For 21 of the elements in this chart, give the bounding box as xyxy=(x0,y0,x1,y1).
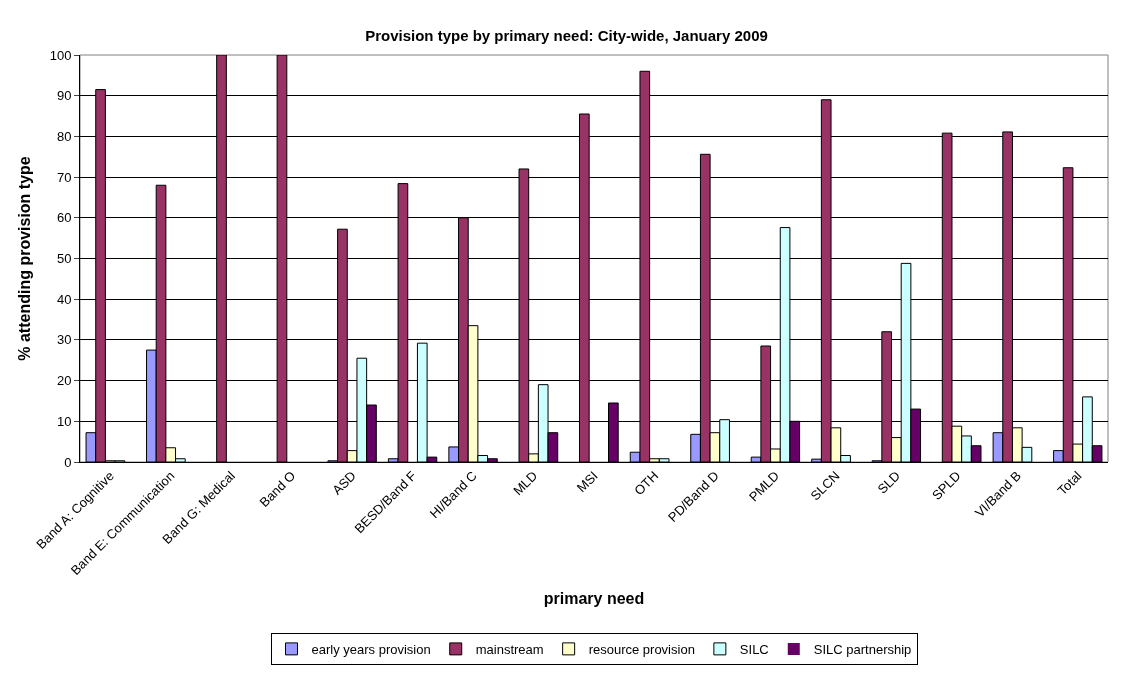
y-tick-label: 90 xyxy=(56,88,72,104)
y-tick-label: 50 xyxy=(56,251,72,267)
y-tick-label: 60 xyxy=(56,210,72,226)
legend-label: SILC xyxy=(739,641,769,657)
x-tick-label: SLD xyxy=(874,468,904,497)
legend-label: early years provision xyxy=(311,641,431,657)
x-tick-label: MSI xyxy=(573,468,601,496)
legend-label: mainstream xyxy=(475,641,544,657)
chart-title: Provision type by primary need: City-wide, January 2009 xyxy=(365,26,768,44)
y-tick-label: 80 xyxy=(56,128,72,144)
y-tick-label: 40 xyxy=(56,291,72,307)
y-tick-label: 70 xyxy=(56,169,72,185)
y-axis-title: % attending provision type xyxy=(15,156,33,361)
x-axis-title: primary need xyxy=(543,589,645,607)
y-tick-label: 10 xyxy=(56,413,72,429)
y-tick-label: 20 xyxy=(56,373,72,389)
y-tick-label: 100 xyxy=(49,47,72,63)
y-tick-label: 30 xyxy=(56,332,72,348)
legend-label: resource provision xyxy=(588,641,695,657)
legend-label: SILC partnership xyxy=(813,641,912,657)
y-tick-label: 0 xyxy=(64,454,72,470)
